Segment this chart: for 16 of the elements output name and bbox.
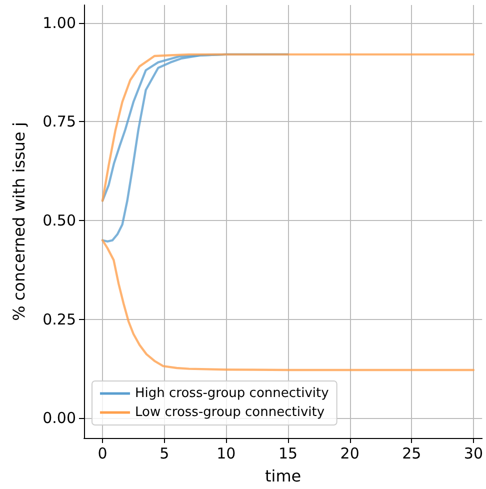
y-tick-label: 0.75 xyxy=(42,112,76,131)
y-tick-label: 0.00 xyxy=(42,409,76,428)
x-tick-label: 25 xyxy=(402,444,422,462)
y-tick-label: 0.50 xyxy=(42,212,76,230)
x-tick-label: 5 xyxy=(160,444,170,462)
x-tick-label: 30 xyxy=(464,444,484,462)
x-axis-title: time xyxy=(264,466,302,486)
legend-label: High cross-group connectivity xyxy=(135,386,330,401)
y-tick-label: 0.25 xyxy=(42,310,76,328)
x-tick-label: 15 xyxy=(278,444,298,462)
x-tick-label: 0 xyxy=(98,444,108,462)
y-axis-title: % concerned with issue j xyxy=(10,122,28,321)
x-tick-label: 20 xyxy=(340,444,360,462)
x-tick-label: 10 xyxy=(216,444,236,462)
y-tick-label: 1.00 xyxy=(42,14,76,32)
legend-label: Low cross-group connectivity xyxy=(135,405,325,420)
